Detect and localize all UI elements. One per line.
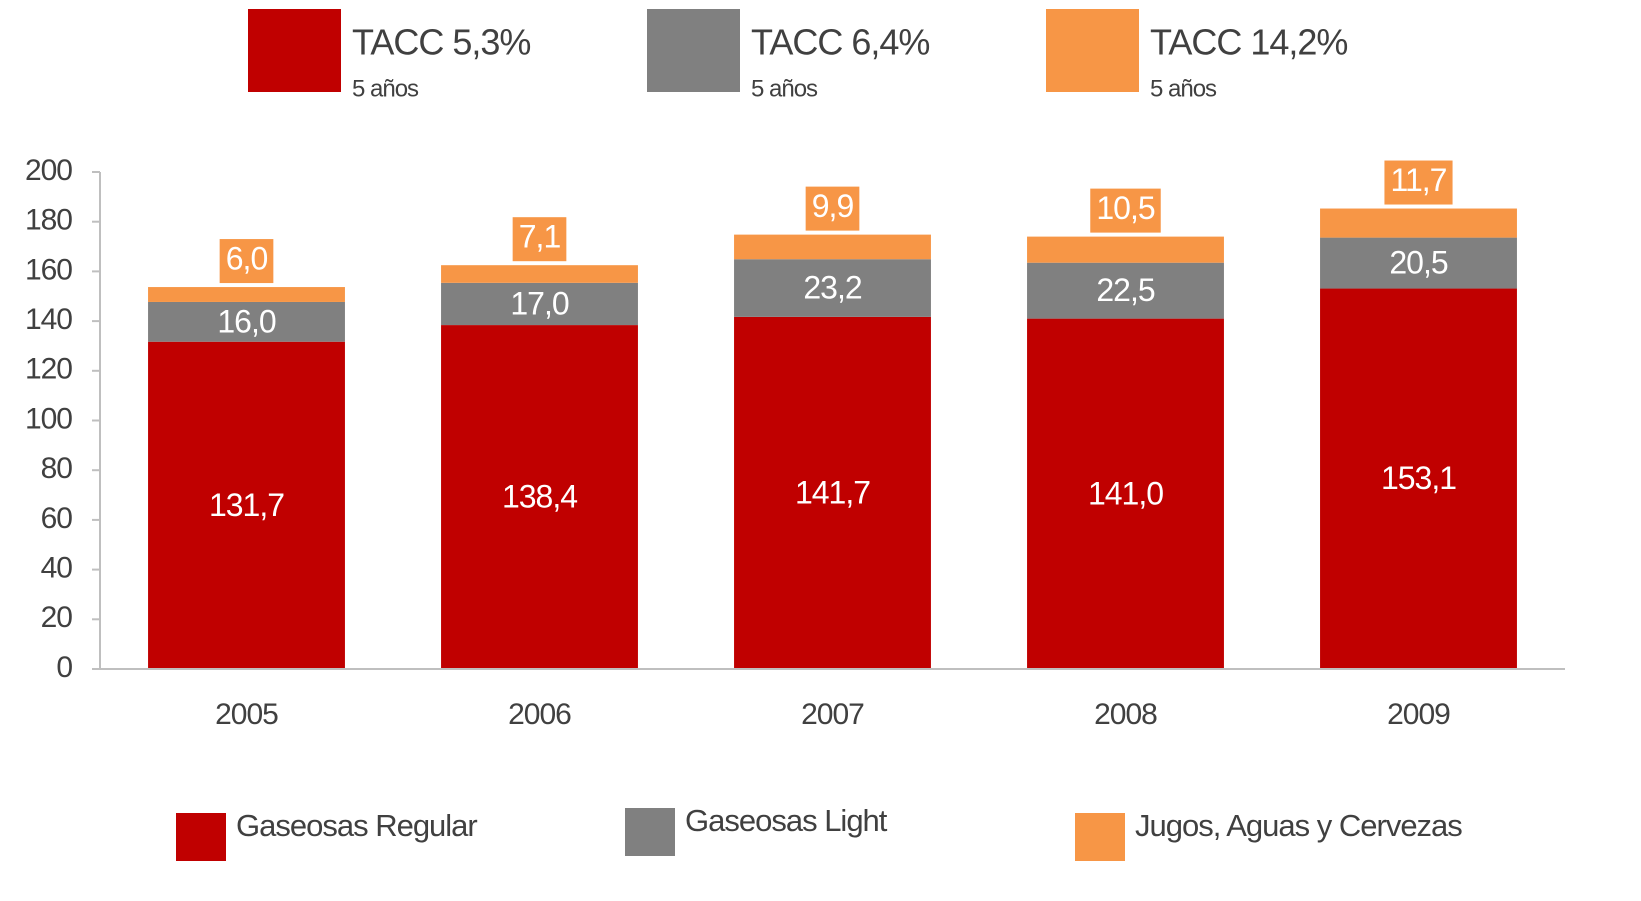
bar-segment [1320, 288, 1517, 669]
value-label: 141,7 [795, 474, 870, 510]
annotation-subtext: 5 años [751, 75, 818, 102]
bar-segment [441, 265, 638, 283]
value-label-box [1090, 188, 1161, 233]
bar-segment [1027, 262, 1224, 319]
value-label: 131,7 [209, 487, 284, 523]
annotation-swatch [248, 9, 341, 92]
value-label: 6,0 [226, 241, 268, 277]
x-tick-label: 2007 [801, 698, 864, 731]
value-label: 138,4 [502, 478, 577, 514]
y-tick-label: 40 [41, 552, 73, 585]
value-label-box [1384, 160, 1453, 205]
bar-segment [734, 316, 931, 669]
value-label: 16,0 [217, 303, 275, 339]
y-tick-label: 100 [25, 402, 72, 435]
bar-segment [734, 234, 931, 260]
y-tick-label: 120 [25, 353, 72, 386]
annotation-swatch [647, 9, 740, 92]
x-tick-label: 2005 [215, 698, 278, 731]
value-label-box [805, 186, 860, 231]
y-tick-label: 0 [56, 651, 72, 684]
bar-segment [148, 341, 345, 669]
bar-segment [1320, 237, 1517, 289]
bar-segment [1027, 236, 1224, 263]
legend-label: Jugos, Aguas y Cervezas [1135, 808, 1462, 843]
value-label: 22,5 [1096, 272, 1154, 308]
y-tick-label: 160 [25, 253, 72, 286]
annotation-subtext: 5 años [1150, 75, 1217, 102]
bar-segment [1320, 208, 1517, 238]
bar-segment [148, 287, 345, 302]
legend-swatch [1075, 813, 1125, 861]
value-label: 153,1 [1381, 460, 1456, 496]
annotation-text: TACC 6,4% [751, 22, 929, 63]
x-tick-label: 2009 [1387, 698, 1450, 731]
value-label: 11,7 [1391, 162, 1447, 198]
value-label: 141,0 [1088, 475, 1163, 511]
value-label: 9,9 [812, 188, 854, 224]
bar-segment [441, 325, 638, 669]
annotation-text: TACC 5,3% [352, 22, 530, 63]
legend-swatch [625, 808, 675, 856]
annotation-swatch [1046, 9, 1139, 92]
x-tick-label: 2008 [1094, 698, 1157, 731]
y-tick-label: 20 [41, 601, 73, 634]
annotation-subtext: 5 años [352, 75, 419, 102]
y-tick-label: 60 [41, 502, 73, 535]
value-label: 23,2 [803, 270, 861, 306]
bar-segment [734, 259, 931, 317]
value-label: 17,0 [510, 285, 568, 321]
bar-segment [148, 301, 345, 342]
y-tick-label: 200 [25, 154, 72, 187]
value-label: 20,5 [1389, 245, 1447, 281]
bar-segment [441, 282, 638, 326]
bar-segment [1027, 318, 1224, 669]
legend-swatch [176, 813, 226, 861]
legend-label: Gaseosas Regular [236, 808, 477, 843]
x-tick-label: 2006 [508, 698, 571, 731]
value-label: 7,1 [519, 219, 561, 255]
y-tick-label: 180 [25, 204, 72, 237]
value-label-box [512, 217, 567, 262]
annotation-text: TACC 14,2% [1150, 22, 1347, 63]
y-tick-label: 140 [25, 303, 72, 336]
legend-label: Gaseosas Light [685, 803, 888, 838]
value-label: 10,5 [1096, 190, 1154, 226]
y-tick-label: 80 [41, 452, 73, 485]
value-label-box [219, 239, 274, 284]
